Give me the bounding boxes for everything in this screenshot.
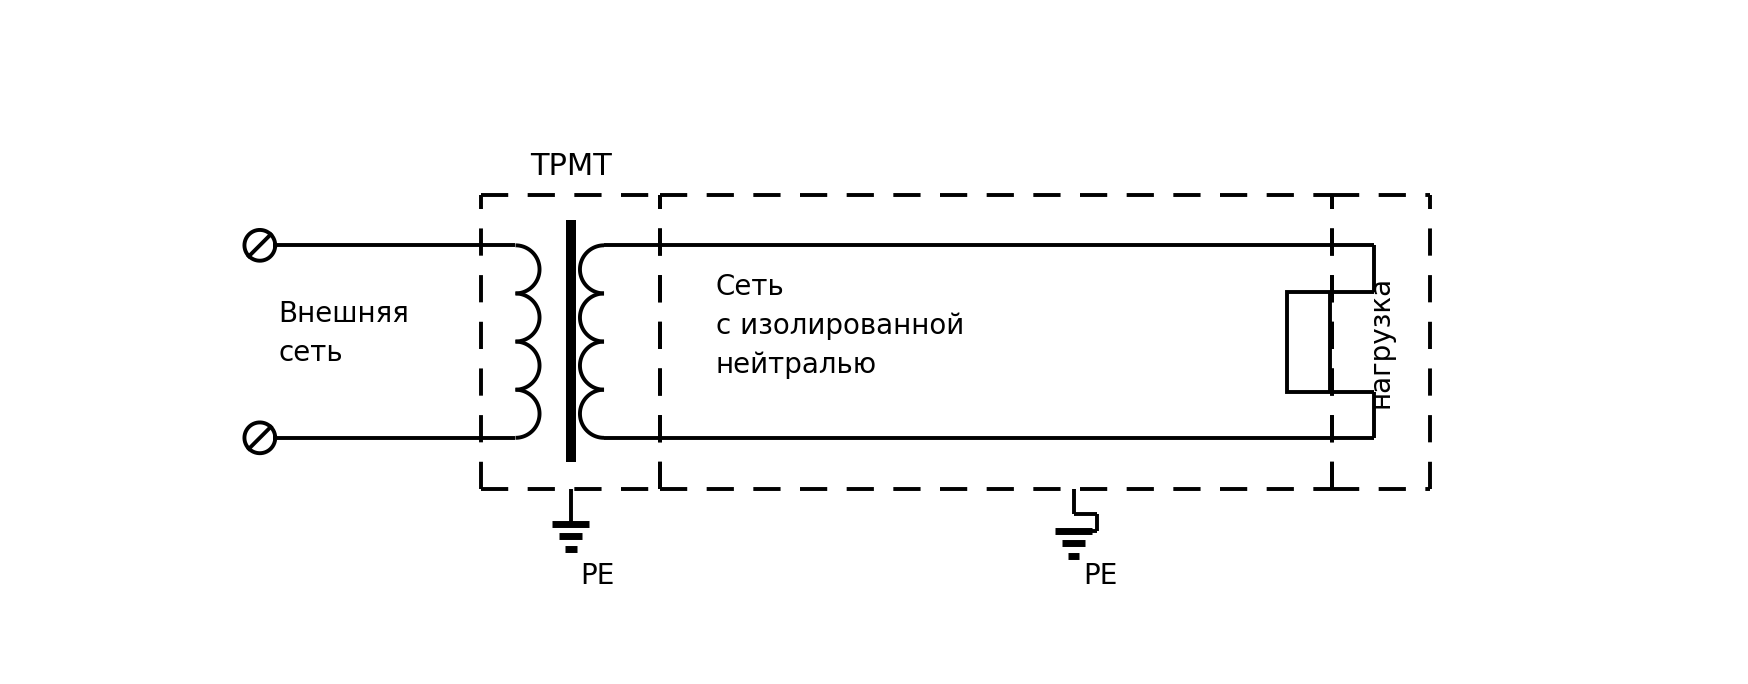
Bar (1287, 291, 1330, 392)
Bar (566, 220, 577, 462)
Text: Сеть
с изолированной
нейтралью: Сеть с изолированной нейтралью (715, 273, 963, 379)
Text: нагрузка: нагрузка (1367, 276, 1395, 408)
Text: Внешняя
сеть: Внешняя сеть (278, 300, 409, 367)
Text: ТРМТ: ТРМТ (530, 152, 612, 181)
Text: PE: PE (1084, 562, 1117, 590)
Text: PE: PE (580, 562, 615, 590)
